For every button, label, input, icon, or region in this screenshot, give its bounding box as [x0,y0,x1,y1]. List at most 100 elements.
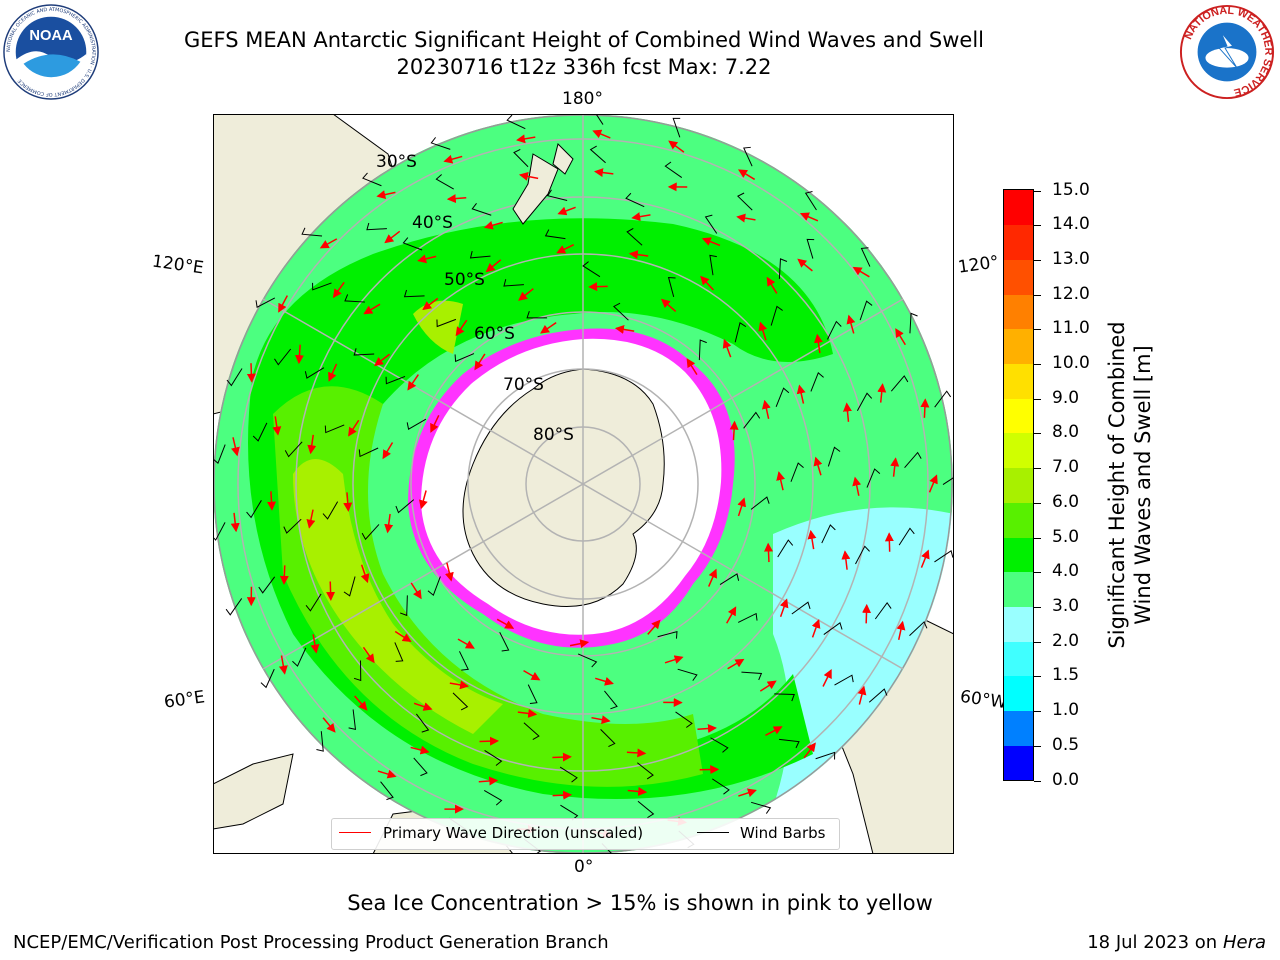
wave-direction-arrow [803,742,816,759]
wave-direction-arrow [557,206,576,216]
wind-barb [544,229,566,240]
wave-direction-arrow [797,258,813,272]
wave-direction-arrow [759,680,777,692]
wave-direction-arrow [272,416,282,436]
lat-label-60s: 60°S [474,324,515,344]
wave-direction-arrow [332,281,345,299]
wind-barb [604,690,618,710]
wave-direction-arrow [569,639,590,649]
lon-label-60w: 60°W [958,686,1009,714]
wind-barb [743,146,753,167]
colorbar-tick [1034,225,1041,227]
wave-direction-arrow [626,748,647,758]
colorbar-label-line1: Significant Height of Combined [1105,321,1129,649]
wave-direction-arrow [552,752,572,762]
colorbar-tick [1034,745,1041,747]
wind-barb [589,145,606,164]
wave-direction-arrow [811,618,821,638]
colorbar-segment [1004,537,1033,573]
wind-barb [252,422,268,442]
wind-barb [613,302,629,321]
wind-barb [934,549,954,563]
wind-barb [827,320,842,340]
wind-barb [523,722,540,740]
wind-barb [283,518,302,534]
wave-direction-arrow [343,492,353,512]
wave-direction-arrow [877,383,887,403]
wave-direction-arrow [727,658,745,670]
wave-direction-arrow [410,582,422,600]
wind-barb [751,801,772,814]
wind-barb [358,447,379,458]
colorbar-tick [1034,641,1041,643]
colorbar-segment [1004,675,1033,712]
wind-barb [403,289,425,298]
wind-barb [292,647,307,667]
wind-barb [402,237,423,251]
wind-barb [804,190,817,211]
map-title: GEFS MEAN Antarctic Significant Height o… [183,28,985,52]
wave-direction-arrow [422,297,439,311]
antarctica [408,328,735,648]
wind-barb [413,757,428,777]
wave-direction-arrow [376,190,396,200]
wind-barb [834,674,854,686]
wave-direction-arrow [822,669,832,687]
wave-direction-arrow [518,288,534,301]
wave-direction-arrow [474,353,486,371]
wave-direction-arrow [294,344,304,365]
wind-barb [810,372,824,392]
wave-direction-arrow [841,550,851,570]
wave-direction-arrow [701,237,721,247]
wind-barb [806,238,815,259]
wind-barb [625,192,645,208]
wave-direction-arrow [374,353,390,367]
wave-direction-arrow [738,788,757,798]
wave-direction-arrow [588,282,608,292]
wind-barb [246,500,262,519]
wave-direction-arrow [776,471,786,491]
wave-direction-arrow [417,254,437,264]
wave-direction-arrow [664,655,684,664]
wind-barb [255,297,276,308]
colorbar-segment [1004,606,1033,642]
wave-direction-arrow [517,708,538,718]
colorbar-tick-label: 3.0 [1052,595,1080,616]
wave-direction-arrow [591,715,611,725]
wave-direction-arrow [310,634,320,654]
colorbar-tick-label: 14.0 [1052,214,1090,235]
wind-barb [859,300,873,321]
wind-barb [260,668,275,689]
colorbar-segment [1004,259,1033,295]
colorbar-segment [1004,641,1033,677]
wave-direction-arrow [737,169,756,181]
wind-barb [506,114,526,130]
colorbar-tick-label: 12.0 [1052,283,1090,304]
colorbar-tick-label: 8.0 [1052,422,1080,443]
wind-barb [399,595,408,617]
wave-direction-arrow [813,456,823,476]
wave-direction-arrow [382,442,394,460]
wind-barb [675,711,693,728]
wave-direction-arrow [354,695,368,711]
wave-direction-arrow [457,638,475,649]
colorbar-segment [1004,571,1033,607]
wave-direction-arrow [278,295,289,313]
wave-field-6-7m [293,459,503,734]
wave-direction-arrow [627,786,648,796]
sea-ice-note: Sea Ice Concentration > 15% is shown in … [347,891,933,915]
colorbar-tick-label: 11.0 [1052,318,1090,339]
wind-barb [815,751,836,760]
wave-direction-arrow [729,420,739,441]
colorbar-tick-label: 9.0 [1052,387,1080,408]
wind-barb [777,539,794,558]
wave-direction-arrow [779,598,789,618]
wind-barb [577,653,598,668]
wind-barb [582,261,601,278]
wind-barb [348,709,357,730]
wind-barb-legend-swatch [697,832,729,833]
noaa-logo: NOAA NATIONAL OCEANIC AND ATMOSPHERIC AD… [3,4,99,100]
wave-direction-arrow [707,568,718,587]
wind-barb [855,545,870,565]
wind-barb [361,524,380,541]
